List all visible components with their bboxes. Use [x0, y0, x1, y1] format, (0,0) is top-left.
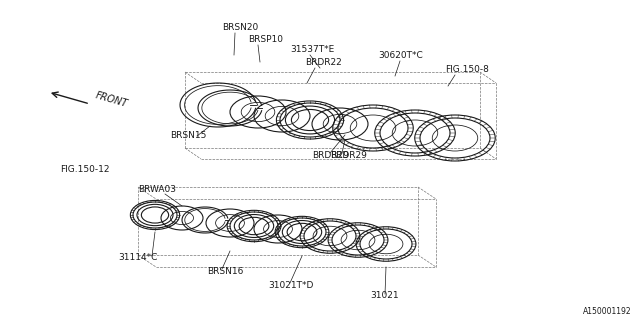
- Text: FIG.150-8: FIG.150-8: [445, 65, 489, 74]
- Text: BRSP10: BRSP10: [248, 35, 283, 44]
- Text: BRDR29: BRDR29: [312, 151, 349, 160]
- Text: 31021: 31021: [370, 291, 399, 300]
- Text: BRSN20: BRSN20: [222, 23, 259, 32]
- Text: A150001192: A150001192: [584, 307, 632, 316]
- Text: BRSN15: BRSN15: [170, 131, 206, 140]
- Text: 31114*C: 31114*C: [118, 253, 157, 262]
- Text: BRDR29: BRDR29: [330, 151, 367, 160]
- Text: BRSN16: BRSN16: [207, 267, 243, 276]
- Text: BRWA03: BRWA03: [138, 185, 176, 194]
- Text: 31021T*D: 31021T*D: [268, 281, 314, 290]
- Text: 30620T*C: 30620T*C: [378, 51, 423, 60]
- Text: 31537T*E: 31537T*E: [290, 45, 334, 54]
- Text: FRONT: FRONT: [94, 90, 129, 109]
- Text: FIG.150-12: FIG.150-12: [60, 165, 109, 174]
- Text: BRDR22: BRDR22: [305, 58, 342, 67]
